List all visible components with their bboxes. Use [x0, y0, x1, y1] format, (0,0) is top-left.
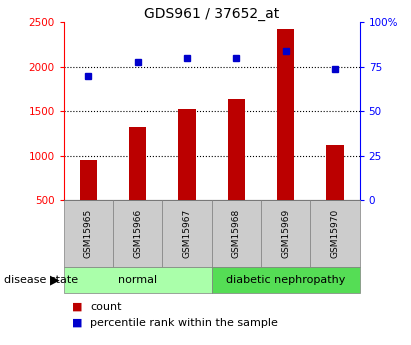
Title: GDS961 / 37652_at: GDS961 / 37652_at — [144, 7, 279, 21]
Bar — [178, 109, 196, 200]
Text: GSM15970: GSM15970 — [330, 209, 339, 258]
Bar — [326, 145, 344, 200]
Text: GSM15967: GSM15967 — [182, 209, 192, 258]
Text: GSM15965: GSM15965 — [84, 209, 93, 258]
Text: ▶: ▶ — [50, 274, 60, 287]
Text: GSM15969: GSM15969 — [281, 209, 290, 258]
Text: percentile rank within the sample: percentile rank within the sample — [90, 318, 278, 327]
Text: count: count — [90, 302, 122, 312]
Bar — [80, 160, 97, 200]
Text: disease state: disease state — [4, 275, 78, 285]
Bar — [277, 29, 294, 200]
Text: diabetic nephropathy: diabetic nephropathy — [226, 275, 345, 285]
Text: GSM15968: GSM15968 — [232, 209, 241, 258]
Text: ■: ■ — [72, 318, 83, 327]
Text: GSM15966: GSM15966 — [133, 209, 142, 258]
Text: ■: ■ — [72, 302, 83, 312]
Bar — [129, 127, 146, 200]
Text: normal: normal — [118, 275, 157, 285]
Bar — [228, 99, 245, 200]
